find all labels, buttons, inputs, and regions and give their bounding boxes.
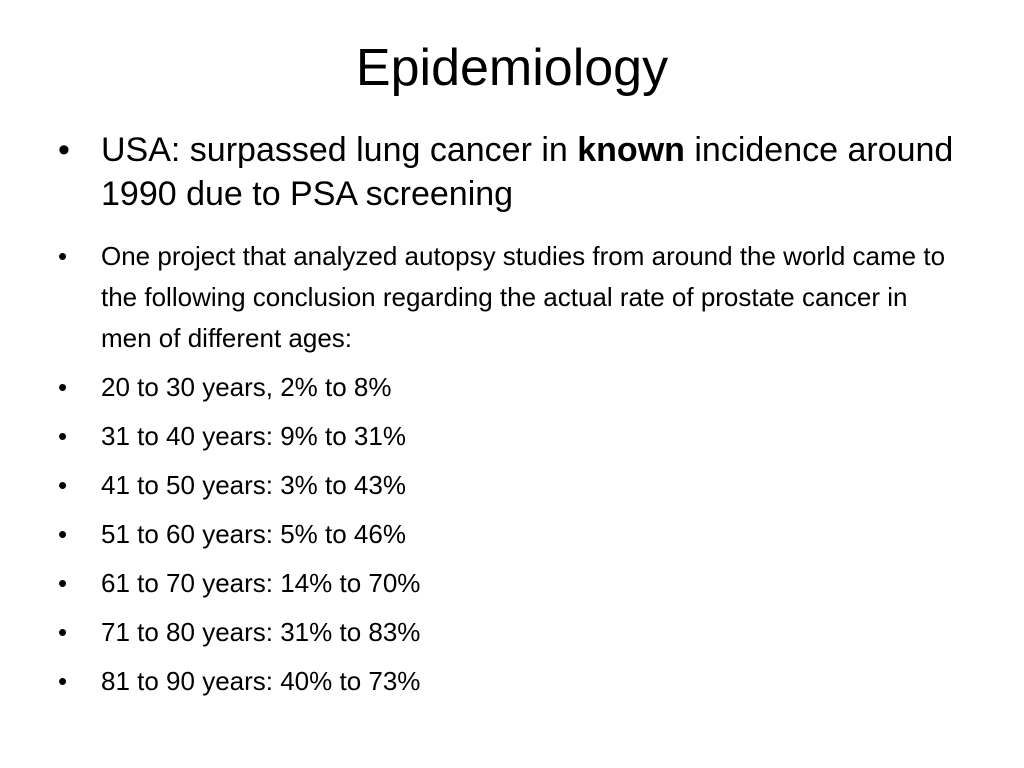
- bullet-age-rate: • 51 to 60 years: 5% to 46%: [58, 514, 958, 555]
- bullet-age-rate: • 61 to 70 years: 14% to 70%: [58, 563, 958, 604]
- bullet-dot-icon: •: [58, 519, 68, 549]
- bullet-text-before: USA: surpassed lung cancer in: [101, 131, 578, 169]
- bullet-list: • USA: surpassed lung cancer in known in…: [58, 128, 958, 710]
- slide-title: Epidemiology: [355, 39, 669, 97]
- bullet-age-rate: • 41 to 50 years: 3% to 43%: [58, 465, 958, 506]
- bullet-age-rate: • 20 to 30 years, 2% to 8%: [58, 367, 958, 408]
- bullet-text-after: incidence around 1990 due to PSA screeni…: [101, 131, 954, 213]
- bullet-dot-icon: •: [58, 470, 68, 500]
- bullet-dot-icon: •: [58, 617, 68, 647]
- bullet-text-bold: known: [577, 131, 685, 169]
- bullet-text: One project that analyzed autopsy studie…: [101, 241, 946, 353]
- bullet-text: 20 to 30 years, 2% to 8%: [101, 372, 392, 402]
- bullet-text: 31 to 40 years: 9% to 31%: [101, 421, 406, 451]
- bullet-text: 61 to 70 years: 14% to 70%: [101, 568, 421, 598]
- bullet-dot-icon: •: [58, 666, 68, 696]
- bullet-dot-icon: •: [58, 131, 70, 169]
- bullet-age-rate: • 31 to 40 years: 9% to 31%: [58, 416, 958, 457]
- bullet-text: 41 to 50 years: 3% to 43%: [101, 470, 406, 500]
- bullet-text: 51 to 60 years: 5% to 46%: [101, 519, 406, 549]
- bullet-dot-icon: •: [58, 241, 68, 271]
- bullet-text: 71 to 80 years: 31% to 83%: [101, 617, 421, 647]
- bullet-age-rate: • 71 to 80 years: 31% to 83%: [58, 612, 958, 653]
- bullet-age-rate: • 81 to 90 years: 40% to 73%: [58, 661, 958, 702]
- bullet-dot-icon: •: [58, 372, 68, 402]
- bullet-text: 81 to 90 years: 40% to 73%: [101, 666, 421, 696]
- bullet-usa-incidence: • USA: surpassed lung cancer in known in…: [58, 128, 958, 216]
- bullet-dot-icon: •: [58, 421, 68, 451]
- bullet-autopsy-study: • One project that analyzed autopsy stud…: [58, 236, 958, 359]
- bullet-dot-icon: •: [58, 568, 68, 598]
